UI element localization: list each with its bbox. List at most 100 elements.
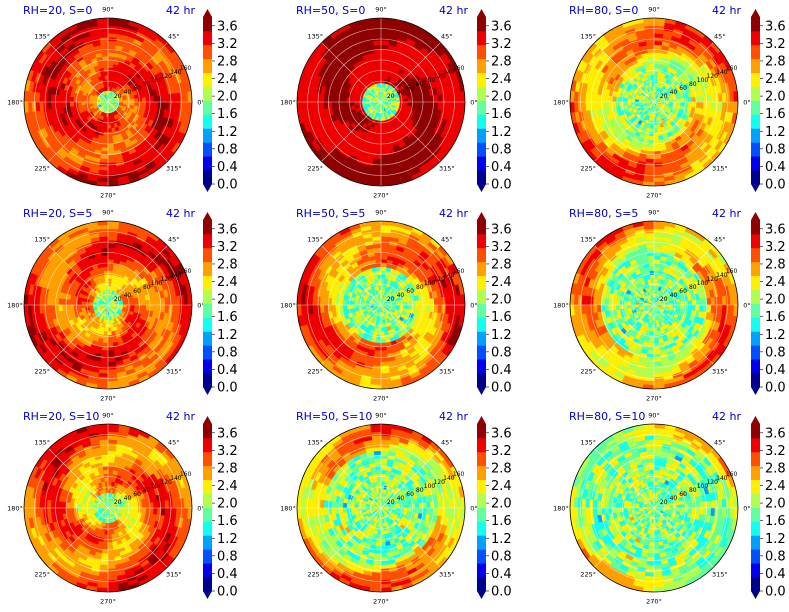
field-cell <box>380 357 389 363</box>
field-cell <box>380 132 386 137</box>
field-cell <box>619 101 624 107</box>
field-cell <box>102 342 109 348</box>
field-cell <box>362 164 373 171</box>
colorbar-segment <box>203 289 212 304</box>
field-cell <box>77 300 82 306</box>
field-cell <box>611 101 617 108</box>
field-cell <box>653 139 660 145</box>
field-cell <box>646 44 655 50</box>
field-cell <box>122 304 128 308</box>
field-cell <box>437 93 443 103</box>
polar-panel: 204060801001201401600°45°90°135°180°225°… <box>7 4 205 200</box>
angle-tick-label: 225° <box>307 164 323 172</box>
field-cell <box>592 101 598 111</box>
field-cell <box>376 335 382 340</box>
colorbar-tick-label: 2.8 <box>765 54 786 69</box>
field-cell <box>100 251 109 257</box>
field-cell <box>653 44 662 50</box>
field-cell <box>65 304 71 311</box>
angle-tick-label: 180° <box>7 302 23 310</box>
field-cell <box>107 251 116 257</box>
field-cell <box>615 101 621 108</box>
field-cell <box>407 304 412 310</box>
field-cell <box>102 135 109 141</box>
field-cell <box>46 101 52 111</box>
field-cell <box>105 319 109 325</box>
field-cell <box>653 147 661 152</box>
field-cell <box>645 40 655 46</box>
colorbar-segment <box>751 58 760 74</box>
field-cell <box>69 101 75 108</box>
colorbar-segment <box>203 331 212 346</box>
radial-tick-label: 80 <box>416 81 424 88</box>
angle-tick-label: 90° <box>102 209 114 217</box>
field-cell <box>668 101 674 105</box>
field-cell <box>141 304 147 311</box>
field-cell <box>373 48 382 54</box>
colorbar: 0.00.40.81.21.62.02.42.83.23.6 <box>751 9 786 193</box>
field-cell <box>702 94 708 103</box>
field-cell <box>380 40 390 46</box>
field-cell <box>380 135 387 141</box>
field-cell <box>107 169 118 175</box>
colorbar-segment <box>203 142 212 157</box>
field-cell <box>412 87 419 94</box>
field-cell <box>50 101 56 110</box>
colorbar-tick-label: 1.2 <box>217 328 238 343</box>
colorbar-tick-label: 3.2 <box>491 37 512 52</box>
field-cell <box>426 298 431 306</box>
field-cell <box>107 48 116 54</box>
angle-tick-label: 135° <box>34 236 50 244</box>
field-cell <box>426 101 431 109</box>
radial-tick-label: 160 <box>726 65 738 72</box>
field-cell <box>327 101 333 110</box>
colorbar-tick-label: 3.6 <box>765 19 786 34</box>
radial-tick-label: 80 <box>143 81 151 88</box>
radial-tick-label: 20 <box>114 296 122 303</box>
polar-panel: 204060801001201401600°45°90°135°180°225°… <box>553 4 751 200</box>
angle-tick-label: 315° <box>712 164 728 172</box>
angle-tick-label: 90° <box>102 6 114 14</box>
field-cell <box>103 132 109 137</box>
field-cell <box>418 101 424 108</box>
panel-title: RH=80, S=0 <box>569 4 638 17</box>
colorbar-segment <box>203 30 212 46</box>
field-cell <box>164 304 170 314</box>
radial-tick-label: 60 <box>133 85 141 92</box>
field-cell <box>104 124 109 129</box>
field-cell <box>611 96 617 103</box>
field-cell <box>46 296 52 306</box>
radial-tick-label: 160 <box>453 65 465 72</box>
field-cell <box>107 289 111 294</box>
field-cell <box>107 361 117 367</box>
colorbar-segment <box>203 359 212 374</box>
panel-time: 42 hr <box>166 207 195 220</box>
field-cell <box>104 327 109 332</box>
field-cell <box>107 338 114 344</box>
colorbar-tick-label: 0.8 <box>765 142 786 157</box>
field-cell <box>350 300 355 306</box>
colorbar-tick-label: 3.2 <box>765 37 786 52</box>
colorbar: 0.00.40.81.21.62.02.42.83.23.6 <box>203 9 238 193</box>
colorbar-segment <box>203 44 212 60</box>
angle-tick-label: 45° <box>714 33 726 41</box>
field-cell <box>145 304 151 311</box>
field-cell <box>297 90 302 103</box>
field-cell <box>702 101 708 110</box>
colorbar-tick-label: 1.6 <box>217 310 238 325</box>
colorbar-tick-label: 1.2 <box>491 125 512 140</box>
field-cell <box>710 93 716 103</box>
field-cell <box>69 304 75 311</box>
field-cell <box>58 95 63 103</box>
colorbar-tick-label: 1.6 <box>765 107 786 122</box>
field-cell <box>65 299 71 306</box>
field-cell <box>350 97 355 103</box>
field-cell <box>647 147 655 152</box>
colorbar-tick-label: 2.8 <box>217 257 238 272</box>
field-cell <box>27 294 33 306</box>
grid-spoke <box>107 42 168 103</box>
colorbar-extend-max <box>477 9 486 17</box>
field-cell <box>375 135 382 141</box>
colorbar-tick-label: 2.0 <box>217 90 238 105</box>
field-cell <box>101 52 109 57</box>
